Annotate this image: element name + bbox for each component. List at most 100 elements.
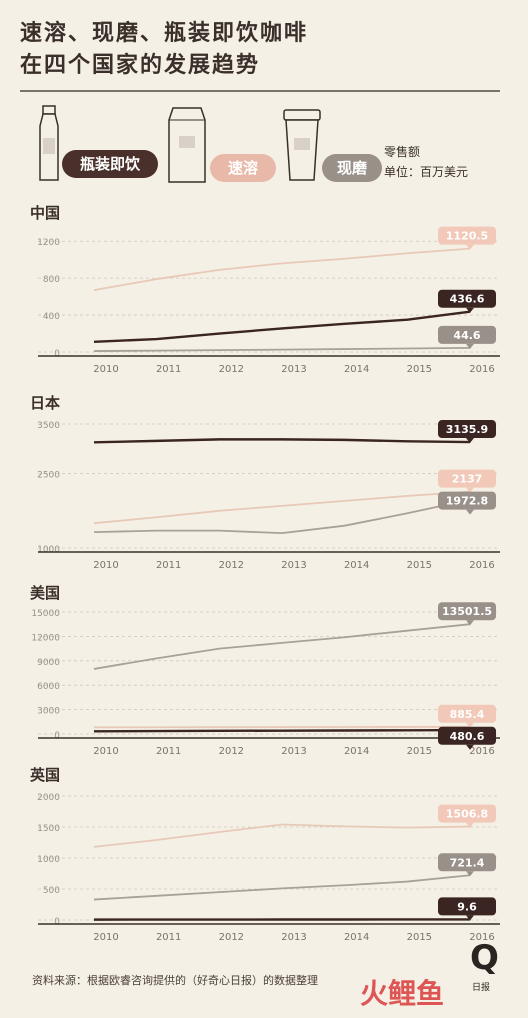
- chart-panel-3: 英国 0 500 1000 1500 2000 2010 2011 2012 2013 2014 20…: [30, 766, 500, 943]
- end-label-box: [438, 853, 496, 872]
- x-tick-label: 2010: [93, 932, 118, 943]
- end-label: 44.6: [453, 329, 480, 342]
- x-tick-label: 2014: [344, 364, 369, 375]
- chart-title: 美国: [30, 584, 60, 602]
- x-tick-label: 2013: [281, 560, 306, 571]
- end-label-box: [438, 726, 496, 745]
- end-label: 9.6: [457, 900, 477, 913]
- y-tick-label: 2500: [37, 471, 60, 481]
- y-tick-label: 15000: [31, 609, 60, 619]
- end-label-box: [438, 897, 496, 916]
- x-tick-label: 2014: [344, 746, 369, 757]
- end-label-pointer: [466, 438, 474, 444]
- end-label-box: [438, 469, 496, 488]
- end-label-pointer: [466, 744, 474, 750]
- end-label-box: [438, 804, 496, 823]
- series-line: [93, 623, 471, 670]
- bottle-icon: [39, 105, 59, 181]
- end-label-box: [438, 420, 496, 439]
- y-tick-label: 3000: [37, 707, 60, 717]
- end-label-pointer: [466, 822, 474, 828]
- end-label-box: [438, 325, 496, 344]
- series-line: [93, 346, 471, 352]
- y-tick-label: 1000: [37, 855, 60, 865]
- chart-title: 中国: [30, 204, 60, 222]
- series-line: [93, 247, 471, 292]
- chart-title: 英国: [30, 766, 60, 784]
- series-line: [93, 310, 471, 344]
- page-title: 速溶、现磨、瓶装即饮咖啡 在四个国家的发展趋势: [20, 18, 308, 82]
- y-tick-label: 6000: [37, 682, 60, 692]
- y-tick-label: 1000: [37, 545, 60, 555]
- end-label-pointer: [466, 244, 474, 250]
- x-tick-label: 2015: [407, 932, 432, 943]
- source-note: 资料来源：根据欧睿咨询提供的（好奇心日报）的数据整理: [32, 974, 318, 987]
- end-label-box: [438, 602, 496, 621]
- end-label-pointer: [466, 620, 474, 626]
- brand-logo: Q: [470, 938, 499, 978]
- end-label: 1506.8: [446, 808, 488, 821]
- x-tick-label: 2010: [93, 746, 118, 757]
- end-label-pointer: [466, 871, 474, 877]
- end-label-box: [438, 226, 496, 245]
- x-tick-label: 2011: [156, 364, 181, 375]
- y-tick-label: 0: [54, 731, 60, 741]
- x-tick-label: 2016: [469, 364, 494, 375]
- end-label-pointer: [466, 722, 474, 728]
- chart-panel-2: 美国 0 3000 6000 9000 12000 15000 2010 2011 2012 201…: [30, 584, 500, 757]
- series-line: [93, 498, 471, 535]
- x-tick-label: 2016: [469, 746, 494, 757]
- series-line: [93, 823, 471, 848]
- y-tick-label: 9000: [37, 658, 60, 668]
- end-label-pointer: [466, 307, 474, 313]
- x-tick-label: 2010: [93, 364, 118, 375]
- x-tick-label: 2013: [281, 932, 306, 943]
- x-tick-label: 2013: [281, 746, 306, 757]
- series-line: [93, 490, 471, 525]
- legend-fresh: 现磨: [322, 154, 382, 182]
- x-tick-label: 2013: [281, 364, 306, 375]
- chart-panel-1: 日本 1000 2500 3500 2010 2011 2012 2013 2014 2015 20…: [30, 394, 500, 571]
- series-line: [93, 725, 471, 729]
- x-tick-label: 2011: [156, 932, 181, 943]
- y-tick-label: 1200: [37, 238, 60, 248]
- end-label: 3135.9: [446, 423, 488, 436]
- chart-title: 日本: [30, 394, 60, 412]
- chart-panel-0: 中国 0 400 800 1200 2010 2011 2012 2013 2014 2015 201…: [30, 204, 500, 375]
- watermark-logo: 火鲤鱼: [360, 977, 445, 1010]
- y-tick-label: 400: [43, 312, 60, 322]
- x-tick-label: 2015: [407, 364, 432, 375]
- y-tick-label: 0: [54, 349, 60, 359]
- series-line: [93, 438, 471, 444]
- end-label: 13501.5: [442, 605, 492, 618]
- x-tick-label: 2015: [407, 746, 432, 757]
- y-tick-label: 1500: [37, 824, 60, 834]
- end-label: 436.6: [450, 293, 485, 306]
- x-tick-label: 2012: [219, 932, 244, 943]
- end-label-pointer: [466, 509, 474, 515]
- x-tick-label: 2011: [156, 560, 181, 571]
- x-tick-label: 2014: [344, 932, 369, 943]
- y-tick-label: 3500: [37, 421, 60, 431]
- legend-instant: 速溶: [210, 154, 276, 182]
- y-tick-label: 2000: [37, 793, 60, 803]
- y-tick-label: 12000: [31, 633, 60, 643]
- x-tick-label: 2016: [469, 560, 494, 571]
- x-tick-label: 2014: [344, 560, 369, 571]
- end-label-pointer: [466, 915, 474, 921]
- end-label-pointer: [466, 487, 474, 493]
- end-label-pointer: [466, 343, 474, 349]
- x-tick-label: 2012: [219, 560, 244, 571]
- unit-line-2: 单位：百万美元: [384, 165, 469, 179]
- x-tick-label: 2011: [156, 746, 181, 757]
- title-line-1: 速溶、现磨、瓶装即饮咖啡: [20, 21, 309, 46]
- x-tick-label: 2015: [407, 560, 432, 571]
- x-tick-label: 2010: [93, 560, 118, 571]
- title-divider: [20, 90, 500, 92]
- x-tick-label: 2012: [219, 746, 244, 757]
- end-label-box: [438, 704, 496, 723]
- unit-note: 零售额 单位：百万美元: [384, 142, 468, 182]
- end-label-box: [438, 289, 496, 308]
- series-line: [93, 874, 471, 901]
- end-label: 1120.5: [446, 230, 488, 243]
